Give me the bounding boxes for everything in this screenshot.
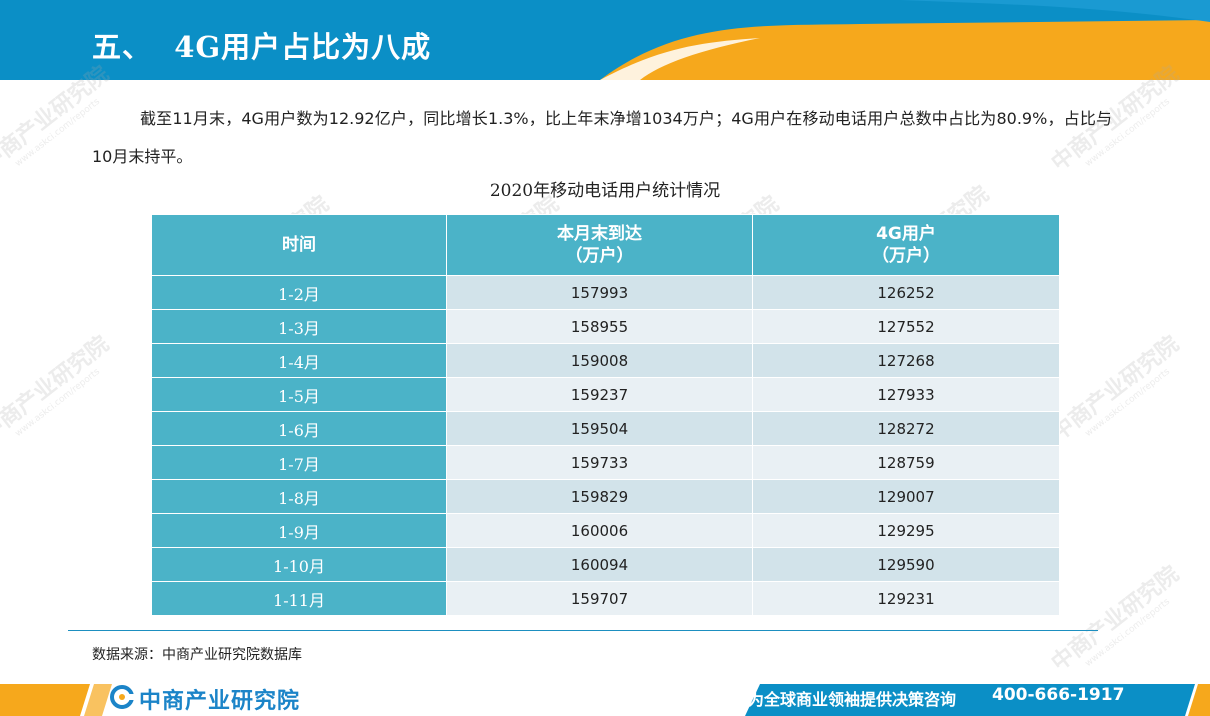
header-4g-line1: 4G用户	[876, 224, 936, 244]
period-cell: 1-4月	[151, 343, 447, 378]
period-cell: 1-2月	[151, 275, 447, 310]
table-header-row: 时间 本月末到达 （万户） 4G用户 （万户）	[151, 214, 1060, 276]
period-cell: 1-7月	[151, 445, 447, 480]
footer-background	[0, 684, 1210, 716]
period-cell: 1-9月	[151, 513, 447, 548]
period-cell: 1-5月	[151, 377, 447, 412]
header-total-line1: 本月末到达	[557, 224, 642, 244]
total-users-cell: 157993	[446, 275, 753, 310]
header-total-users: 本月末到达 （万户）	[446, 214, 753, 276]
total-users-cell: 159504	[446, 411, 753, 446]
4g-users-cell: 128759	[752, 445, 1060, 480]
table-row: 1-11月 159707 129231	[151, 581, 1060, 616]
table-row: 1-7月 159733 128759	[151, 445, 1060, 480]
footer-bar	[0, 680, 1210, 716]
table-row: 1-8月 159829 129007	[151, 479, 1060, 514]
4g-users-cell: 129231	[752, 581, 1060, 616]
4g-users-cell: 129007	[752, 479, 1060, 514]
period-cell: 1-8月	[151, 479, 447, 514]
table-row: 1-2月 157993 126252	[151, 275, 1060, 310]
table-row: 1-5月 159237 127933	[151, 377, 1060, 412]
company-logo-text: 中商产业研究院	[139, 689, 301, 714]
header-total-line2: （万户）	[565, 246, 634, 266]
header-swoosh-decoration	[600, 0, 1210, 80]
period-cell: 1-3月	[151, 309, 447, 344]
table-row: 1-4月 159008 127268	[151, 343, 1060, 378]
table-row: 1-6月 159504 128272	[151, 411, 1060, 446]
table-caption: 2020年移动电话用户统计情况	[489, 181, 721, 201]
total-users-cell: 159733	[446, 445, 753, 480]
table-row: 1-9月 160006 129295	[151, 513, 1060, 548]
header-bar: 五、 4G用户占比为八成	[0, 0, 1210, 80]
4g-users-cell: 129295	[752, 513, 1060, 548]
4g-users-cell: 127933	[752, 377, 1060, 412]
total-users-cell: 159008	[446, 343, 753, 378]
data-source-note: 数据来源：中商产业研究院数据库	[92, 647, 302, 663]
footer-slogan: 为全球商业领袖提供决策咨询	[748, 690, 957, 709]
period-cell: 1-6月	[151, 411, 447, 446]
4g-users-cell: 127552	[752, 309, 1060, 344]
footer-hotline: 400-666-1917	[992, 685, 1125, 705]
4g-users-cell: 128272	[752, 411, 1060, 446]
header-period-label: 时间	[282, 235, 316, 255]
table-row: 1-3月 158955 127552	[151, 309, 1060, 344]
total-users-cell: 159237	[446, 377, 753, 412]
page-title: 五、 4G用户占比为八成	[92, 30, 432, 64]
company-logo-icon	[110, 685, 134, 709]
4g-users-cell: 127268	[752, 343, 1060, 378]
total-users-cell: 160006	[446, 513, 753, 548]
period-cell: 1-11月	[151, 581, 447, 616]
total-users-cell: 158955	[446, 309, 753, 344]
4g-users-cell: 126252	[752, 275, 1060, 310]
header-4g-line2: （万户）	[872, 246, 940, 266]
intro-paragraph: 截至11月末，4G用户数为12.92亿户，同比增长1.3%，比上年末净增1034…	[92, 109, 1112, 166]
4g-users-cell: 129590	[752, 547, 1060, 582]
header-period: 时间	[151, 214, 447, 276]
total-users-cell: 159829	[446, 479, 753, 514]
table-row: 1-10月 160094 129590	[151, 547, 1060, 582]
total-users-cell: 159707	[446, 581, 753, 616]
subscriber-table: 时间 本月末到达 （万户） 4G用户 （万户） 1-2月 157993 1262…	[151, 214, 1060, 616]
divider-line	[68, 630, 1098, 631]
total-users-cell: 160094	[446, 547, 753, 582]
header-4g-users: 4G用户 （万户）	[752, 214, 1060, 276]
period-cell: 1-10月	[151, 547, 447, 582]
